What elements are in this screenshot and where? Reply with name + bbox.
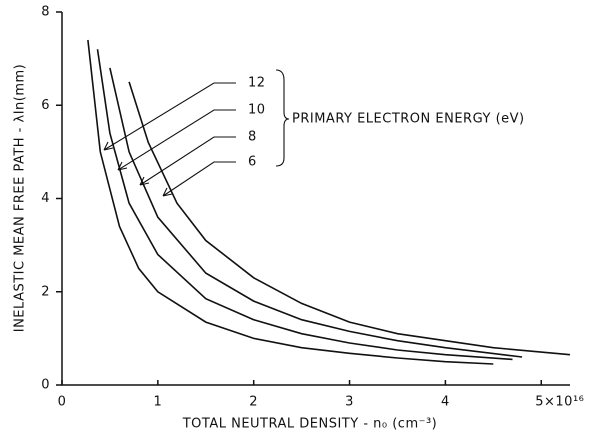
series-label: 12 — [248, 76, 266, 91]
y-tick-label: 6 — [41, 98, 50, 113]
y-tick-label: 2 — [41, 284, 50, 299]
x-tick-label: 1 — [153, 395, 162, 410]
x-tick-label: 3 — [345, 395, 354, 410]
x-axis-label: TOTAL NEUTRAL DENSITY - n₀ (cm⁻³) — [182, 417, 438, 432]
annotation: PRIMARY ELECTRON ENERGY (eV) — [292, 112, 525, 127]
curve — [96, 49, 513, 361]
y-axis-label: INELASTIC MEAN FREE PATH - λIn(mm) — [13, 64, 28, 333]
curve — [109, 67, 523, 358]
y-tick-label: 4 — [41, 191, 50, 206]
leader — [139, 136, 236, 186]
curve — [128, 81, 571, 356]
curve — [87, 39, 494, 365]
leader — [103, 82, 236, 151]
series-label: 10 — [248, 103, 266, 118]
y-tick-label: 0 — [41, 378, 50, 393]
series-label: 6 — [248, 155, 257, 170]
x-tick-label: 0 — [58, 395, 67, 410]
x-tick-label: 2 — [249, 395, 258, 410]
series-label: 8 — [248, 130, 257, 145]
y-tick-label: 8 — [41, 5, 50, 20]
bracket — [275, 69, 290, 167]
axis — [61, 12, 570, 386]
x-tick-label: 4 — [441, 395, 450, 410]
leader — [162, 161, 236, 197]
x-tick-label: 5×10¹⁶ — [535, 395, 584, 410]
